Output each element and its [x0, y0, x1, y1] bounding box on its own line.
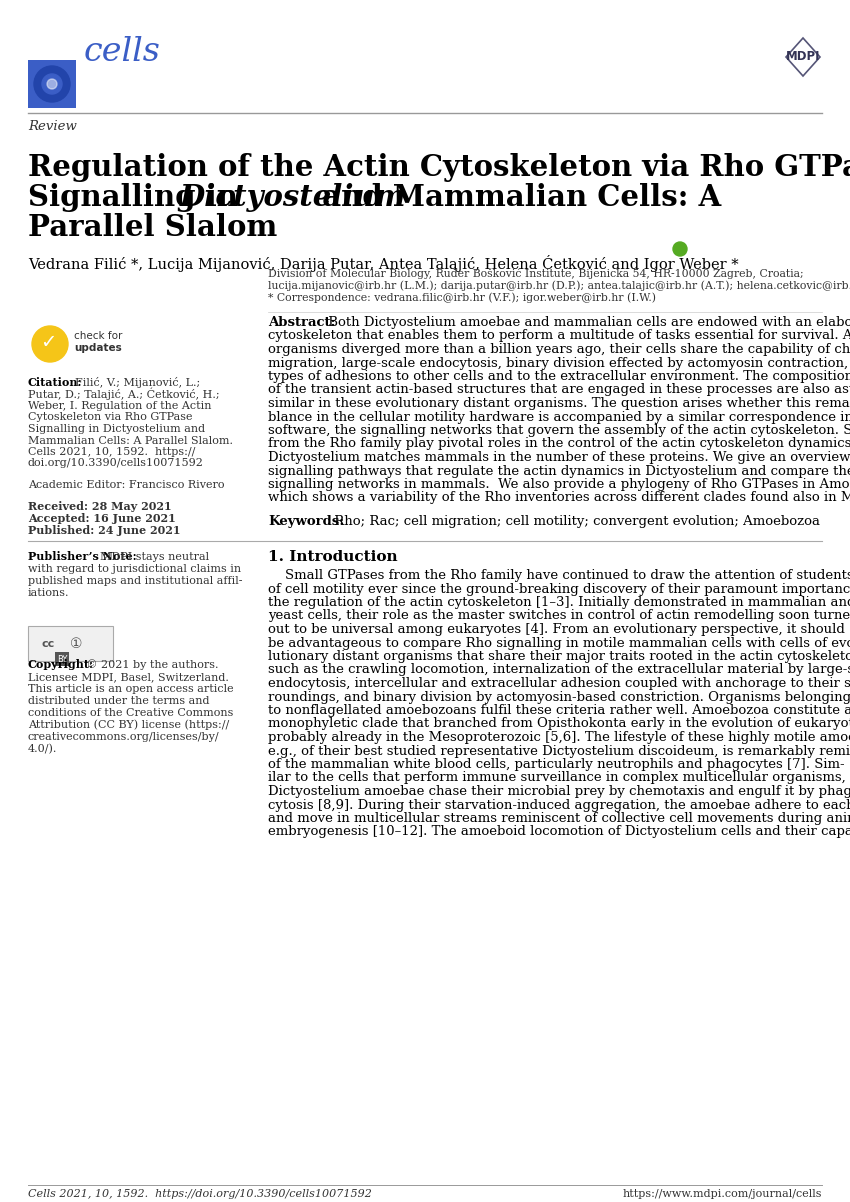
- Text: roundings, and binary division by actomyosin-based constriction. Organisms belon: roundings, and binary division by actomy…: [268, 690, 850, 703]
- Text: types of adhesions to other cells and to the extracellular environment. The comp: types of adhesions to other cells and to…: [268, 370, 850, 383]
- Text: Cells 2021, 10, 1592.  https://: Cells 2021, 10, 1592. https://: [28, 447, 196, 457]
- Text: cells: cells: [84, 36, 161, 69]
- Text: Citation:: Citation:: [28, 377, 82, 388]
- Text: to nonflagellated amoebozoans fulfil these criteria rather well. Amoebozoa const: to nonflagellated amoebozoans fulfil the…: [268, 704, 850, 718]
- Text: ①: ①: [70, 637, 82, 651]
- Text: Vedrana Filić *, Lucija Mijanović, Darija Putar, Antea Talajić, Helena Ćetković : Vedrana Filić *, Lucija Mijanović, Darij…: [28, 255, 739, 272]
- Text: with regard to jurisdictional claims in: with regard to jurisdictional claims in: [28, 564, 241, 575]
- Text: e.g., of their best studied representative Dictyostelium discoideum, is remarkab: e.g., of their best studied representati…: [268, 744, 850, 757]
- Text: 4.0/).: 4.0/).: [28, 744, 57, 754]
- Text: Keywords:: Keywords:: [268, 514, 344, 528]
- Text: Putar, D.; Talajić, A.; Ćetković, H.;: Putar, D.; Talajić, A.; Ćetković, H.;: [28, 387, 219, 399]
- Text: Review: Review: [28, 120, 76, 133]
- Text: Abstract:: Abstract:: [268, 316, 336, 329]
- Text: of cell motility ever since the ground-breaking discovery of their paramount imp: of cell motility ever since the ground-b…: [268, 583, 850, 595]
- Text: cc: cc: [42, 639, 54, 649]
- Text: Regulation of the Actin Cytoskeleton via Rho GTPase: Regulation of the Actin Cytoskeleton via…: [28, 153, 850, 182]
- Text: Rho; Rac; cell migration; cell motility; convergent evolution; Amoebozoa: Rho; Rac; cell migration; cell motility;…: [330, 514, 820, 528]
- Text: such as the crawling locomotion, internalization of the extracellular material b: such as the crawling locomotion, interna…: [268, 664, 850, 677]
- Text: Cytoskeleton via Rho GTPase: Cytoskeleton via Rho GTPase: [28, 412, 192, 422]
- Text: signalling pathways that regulate the actin dynamics in Dictyostelium and compar: signalling pathways that regulate the ac…: [268, 464, 850, 477]
- Text: blance in the cellular motility hardware is accompanied by a similar corresponde: blance in the cellular motility hardware…: [268, 411, 850, 423]
- Text: distributed under the terms and: distributed under the terms and: [28, 696, 209, 706]
- Text: Published: 24 June 2021: Published: 24 June 2021: [28, 525, 180, 536]
- Text: ilar to the cells that perform immune surveillance in complex multicellular orga: ilar to the cells that perform immune su…: [268, 772, 846, 785]
- Text: Publisher’s Note:: Publisher’s Note:: [28, 551, 137, 563]
- Text: Dictyostelium amoebae chase their microbial prey by chemotaxis and engulf it by : Dictyostelium amoebae chase their microb…: [268, 785, 850, 798]
- Text: Accepted: 16 June 2021: Accepted: 16 June 2021: [28, 513, 176, 524]
- Text: Academic Editor: Francisco Rivero: Academic Editor: Francisco Rivero: [28, 480, 224, 490]
- Text: ✓: ✓: [40, 333, 56, 351]
- Text: conditions of the Creative Commons: conditions of the Creative Commons: [28, 708, 234, 718]
- Text: * Correspondence: vedrana.filic@irb.hr (V.F.); igor.weber@irb.hr (I.W.): * Correspondence: vedrana.filic@irb.hr (…: [268, 292, 656, 303]
- Text: software, the signalling networks that govern the assembly of the actin cytoskel: software, the signalling networks that g…: [268, 424, 850, 438]
- Text: Parallel Slalom: Parallel Slalom: [28, 213, 277, 242]
- Text: Division of Molecular Biology, Ruđer Bošković Institute, Bijenicka 54, HR-10000 : Division of Molecular Biology, Ruđer Boš…: [268, 268, 803, 279]
- Text: This article is an open access article: This article is an open access article: [28, 684, 234, 694]
- Text: doi.org/10.3390/cells10071592: doi.org/10.3390/cells10071592: [28, 458, 204, 469]
- Text: Filić, V.; Mijanović, L.;: Filić, V.; Mijanović, L.;: [75, 377, 201, 388]
- Text: lucija.mijanovic@irb.hr (L.M.); darija.putar@irb.hr (D.P.); antea.talajic@irb.hr: lucija.mijanovic@irb.hr (L.M.); darija.p…: [268, 279, 850, 291]
- Text: and move in multicellular streams reminiscent of collective cell movements durin: and move in multicellular streams remini…: [268, 813, 850, 825]
- Text: cytoskeleton that enables them to perform a multitude of tasks essential for sur: cytoskeleton that enables them to perfor…: [268, 329, 850, 343]
- Text: endocytosis, intercellular and extracellular adhesion coupled with anchorage to : endocytosis, intercellular and extracell…: [268, 677, 850, 690]
- Text: similar in these evolutionary distant organisms. The question arises whether thi: similar in these evolutionary distant or…: [268, 397, 850, 410]
- Circle shape: [42, 75, 62, 94]
- Circle shape: [34, 66, 70, 102]
- Text: Small GTPases from the Rho family have continued to draw the attention of studen: Small GTPases from the Rho family have c…: [268, 569, 850, 582]
- Text: published maps and institutional affil-: published maps and institutional affil-: [28, 576, 242, 587]
- Circle shape: [32, 326, 68, 362]
- Text: check for: check for: [74, 331, 122, 341]
- Text: and Mammalian Cells: A: and Mammalian Cells: A: [312, 183, 721, 212]
- Circle shape: [673, 242, 687, 256]
- Text: of the transient actin-based structures that are engaged in these processes are : of the transient actin-based structures …: [268, 383, 850, 397]
- Bar: [28, 626, 113, 661]
- Text: Dictyostelium matches mammals in the number of these proteins. We give an overvi: Dictyostelium matches mammals in the num…: [268, 451, 850, 464]
- Text: iations.: iations.: [28, 588, 70, 599]
- Text: probably already in the Mesoproterozoic [5,6]. The lifestyle of these highly mot: probably already in the Mesoproterozoic …: [268, 731, 850, 744]
- Text: iD: iD: [676, 246, 684, 252]
- Text: cytosis [8,9]. During their starvation-induced aggregation, the amoebae adhere t: cytosis [8,9]. During their starvation-i…: [268, 798, 850, 811]
- Text: BY: BY: [57, 655, 67, 664]
- Text: of the mammalian white blood cells, particularly neutrophils and phagocytes [7].: of the mammalian white blood cells, part…: [268, 758, 845, 770]
- Text: out to be universal among eukaryotes [4]. From an evolutionary perspective, it s: out to be universal among eukaryotes [4]…: [268, 623, 845, 636]
- Text: the regulation of the actin cytoskeleton [1–3]. Initially demonstrated in mammal: the regulation of the actin cytoskeleton…: [268, 596, 850, 609]
- Text: signalling networks in mammals.  We also provide a phylogeny of Rho GTPases in A: signalling networks in mammals. We also …: [268, 478, 850, 490]
- Text: Attribution (CC BY) license (https://: Attribution (CC BY) license (https://: [28, 720, 230, 730]
- Text: Licensee MDPI, Basel, Switzerland.: Licensee MDPI, Basel, Switzerland.: [28, 672, 229, 682]
- Text: updates: updates: [74, 343, 122, 353]
- Circle shape: [47, 79, 57, 89]
- Text: https://www.mdpi.com/journal/cells: https://www.mdpi.com/journal/cells: [622, 1189, 822, 1200]
- Text: embryogenesis [10–12]. The amoeboid locomotion of Dictyostelium cells and their : embryogenesis [10–12]. The amoeboid loco…: [268, 826, 850, 839]
- Text: yeast cells, their role as the master switches in control of actin remodelling s: yeast cells, their role as the master sw…: [268, 609, 850, 623]
- Text: Dictyostelium: Dictyostelium: [179, 183, 405, 212]
- Text: Mammalian Cells: A Parallel Slalom.: Mammalian Cells: A Parallel Slalom.: [28, 435, 233, 446]
- Text: Signalling in: Signalling in: [28, 183, 248, 212]
- Text: Signalling in Dictyostelium and: Signalling in Dictyostelium and: [28, 424, 205, 434]
- Text: 1. Introduction: 1. Introduction: [268, 551, 398, 564]
- Text: be advantageous to compare Rho signalling in motile mammalian cells with cells o: be advantageous to compare Rho signallin…: [268, 637, 850, 649]
- Text: Weber, I. Regulation of the Actin: Weber, I. Regulation of the Actin: [28, 401, 212, 411]
- Text: lutionary distant organisms that share their major traits rooted in the actin cy: lutionary distant organisms that share t…: [268, 650, 850, 664]
- Text: organisms diverged more than a billion years ago, their cells share the capabili: organisms diverged more than a billion y…: [268, 343, 850, 356]
- Bar: [28, 60, 76, 108]
- Text: monophyletic clade that branched from Opisthokonta early in the evolution of euk: monophyletic clade that branched from Op…: [268, 718, 850, 731]
- Text: © 2021 by the authors.: © 2021 by the authors.: [83, 659, 218, 670]
- Text: creativecommons.org/licenses/by/: creativecommons.org/licenses/by/: [28, 732, 219, 742]
- Text: from the Rho family play pivotal roles in the control of the actin cytoskeleton : from the Rho family play pivotal roles i…: [268, 438, 850, 451]
- Text: MDPI: MDPI: [785, 50, 820, 64]
- Text: Copyright:: Copyright:: [28, 659, 94, 670]
- Text: Cells 2021, 10, 1592.  https://doi.org/10.3390/cells10071592: Cells 2021, 10, 1592. https://doi.org/10…: [28, 1189, 371, 1200]
- Text: MDPI stays neutral: MDPI stays neutral: [100, 552, 209, 563]
- Text: migration, large-scale endocytosis, binary division effected by actomyosin contr: migration, large-scale endocytosis, bina…: [268, 357, 850, 369]
- Text: Both Dictyostelium amoebae and mammalian cells are endowed with an elaborate act: Both Dictyostelium amoebae and mammalian…: [324, 316, 850, 329]
- Text: which shows a variability of the Rho inventories across different clades found a: which shows a variability of the Rho inv…: [268, 492, 850, 505]
- Text: Received: 28 May 2021: Received: 28 May 2021: [28, 501, 172, 512]
